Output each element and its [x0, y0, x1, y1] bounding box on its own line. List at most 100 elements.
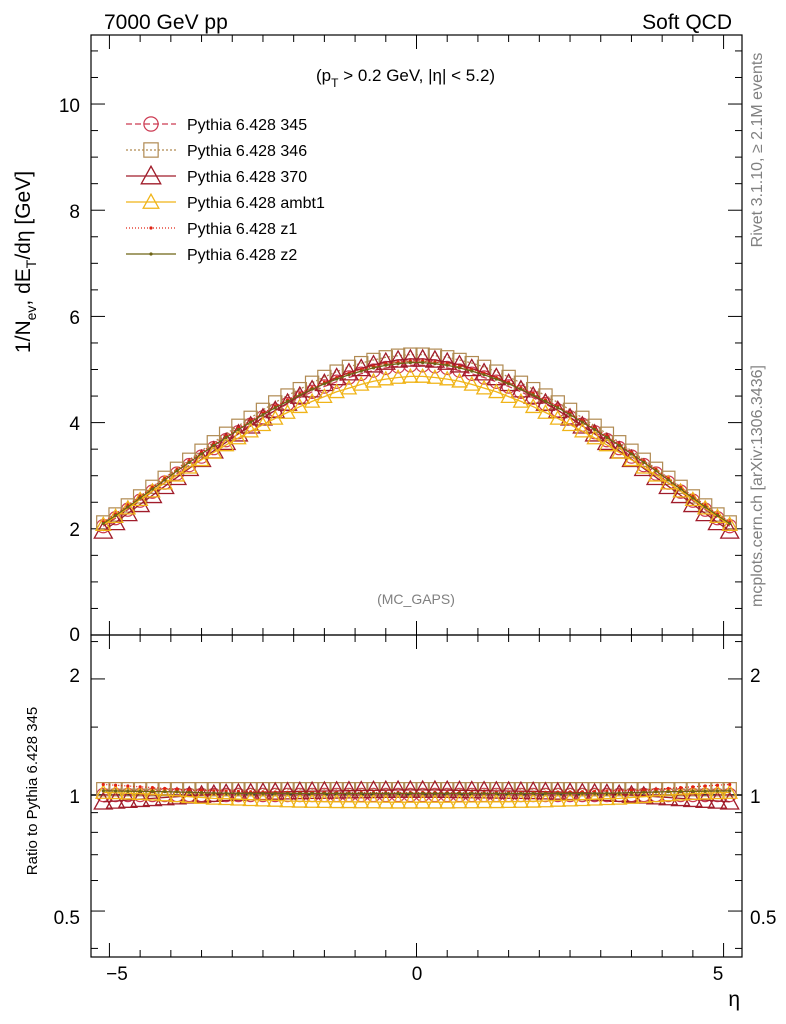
data-point	[605, 435, 609, 440]
data-point	[498, 780, 519, 799]
data-point	[316, 388, 333, 404]
data-point	[194, 782, 209, 797]
data-point	[157, 782, 172, 797]
data-point	[678, 786, 683, 790]
cut-annotation: (pT > 0.2 GeV, |η| < 5.2)	[316, 66, 495, 90]
data-point	[375, 779, 396, 799]
data-point	[326, 780, 347, 799]
data-point	[695, 503, 716, 522]
ratio-ytick-label: 1	[69, 787, 80, 808]
data-point	[721, 783, 739, 799]
data-point	[120, 782, 136, 797]
legend-symbol	[126, 252, 176, 256]
data-point	[691, 496, 695, 500]
data-point	[400, 348, 421, 367]
data-point	[438, 793, 456, 809]
data-point	[605, 791, 609, 795]
data-point	[389, 793, 407, 809]
legend-label: Pythia 6.428 z2	[187, 247, 297, 264]
legend-label: Pythia 6.428 346	[187, 143, 307, 160]
cut-annotation-part: > 0.2 GeV, |η| < 5.2)	[338, 66, 495, 85]
data-point	[310, 791, 314, 795]
series-p370	[93, 348, 740, 539]
data-point	[722, 782, 737, 797]
data-point	[119, 784, 137, 800]
data-point	[586, 790, 603, 806]
data-point	[359, 369, 363, 373]
data-point	[143, 116, 159, 132]
data-point	[426, 368, 444, 384]
data-point	[371, 791, 376, 795]
data-point	[301, 780, 323, 800]
data-point	[150, 487, 155, 491]
legend-label: Pythia 6.428 345	[187, 117, 307, 134]
data-point	[400, 779, 421, 798]
legend-entry-370: Pythia 6.428 370	[126, 164, 307, 186]
data-point	[610, 789, 628, 805]
data-point	[719, 791, 740, 810]
data-point	[149, 252, 153, 256]
data-point	[531, 393, 535, 397]
data-point	[623, 788, 640, 804]
data-point	[709, 508, 726, 524]
data-point	[659, 786, 677, 802]
data-point	[193, 451, 210, 467]
data-point	[218, 782, 234, 797]
data-point	[461, 780, 482, 799]
data-point	[610, 443, 628, 459]
legend-symbol	[126, 116, 176, 132]
data-point	[149, 226, 153, 230]
data-point	[335, 377, 339, 381]
data-point	[523, 385, 544, 404]
legend-entry-346: Pythia 6.428 346	[126, 142, 307, 160]
data-point	[351, 358, 372, 377]
data-point	[316, 793, 333, 809]
data-point	[461, 358, 482, 377]
data-point	[298, 393, 302, 397]
main-ytick-label: 4	[69, 414, 80, 435]
data-point	[696, 499, 714, 515]
data-point	[265, 781, 286, 800]
data-point	[682, 788, 703, 808]
data-point	[475, 793, 493, 809]
data-point	[561, 791, 579, 807]
ratio-axis-ticks	[91, 621, 742, 957]
series-line	[103, 790, 730, 794]
data-point	[126, 505, 130, 509]
data-point	[537, 792, 554, 808]
data-point	[593, 427, 597, 432]
data-point	[642, 788, 646, 792]
series-ambt1	[94, 783, 739, 809]
data-point	[193, 788, 210, 804]
data-point	[261, 791, 265, 795]
data-point	[568, 413, 572, 417]
data-point	[107, 784, 124, 800]
data-point	[598, 436, 616, 452]
data-point	[261, 413, 265, 417]
data-point	[187, 788, 191, 792]
data-point	[285, 791, 290, 795]
series-z1	[101, 359, 732, 524]
data-point	[596, 782, 617, 802]
data-point	[473, 780, 495, 799]
main-ytick-label: 10	[59, 96, 80, 117]
data-point	[672, 785, 689, 801]
data-point	[377, 793, 395, 809]
data-point	[143, 142, 159, 158]
data-point	[105, 790, 126, 809]
data-point	[482, 373, 486, 377]
data-point	[138, 496, 142, 500]
data-point	[574, 791, 591, 807]
data-point	[512, 392, 530, 408]
data-point	[163, 786, 167, 791]
data-point	[437, 351, 458, 370]
data-point	[242, 791, 259, 807]
data-point	[715, 783, 720, 787]
legend-entry-z2: Pythia 6.428 z2	[126, 247, 297, 264]
series-z2	[101, 789, 732, 795]
data-point	[549, 791, 567, 807]
data-point	[580, 791, 584, 795]
data-point	[101, 521, 105, 526]
data-point	[375, 351, 396, 370]
data-point	[494, 791, 498, 795]
